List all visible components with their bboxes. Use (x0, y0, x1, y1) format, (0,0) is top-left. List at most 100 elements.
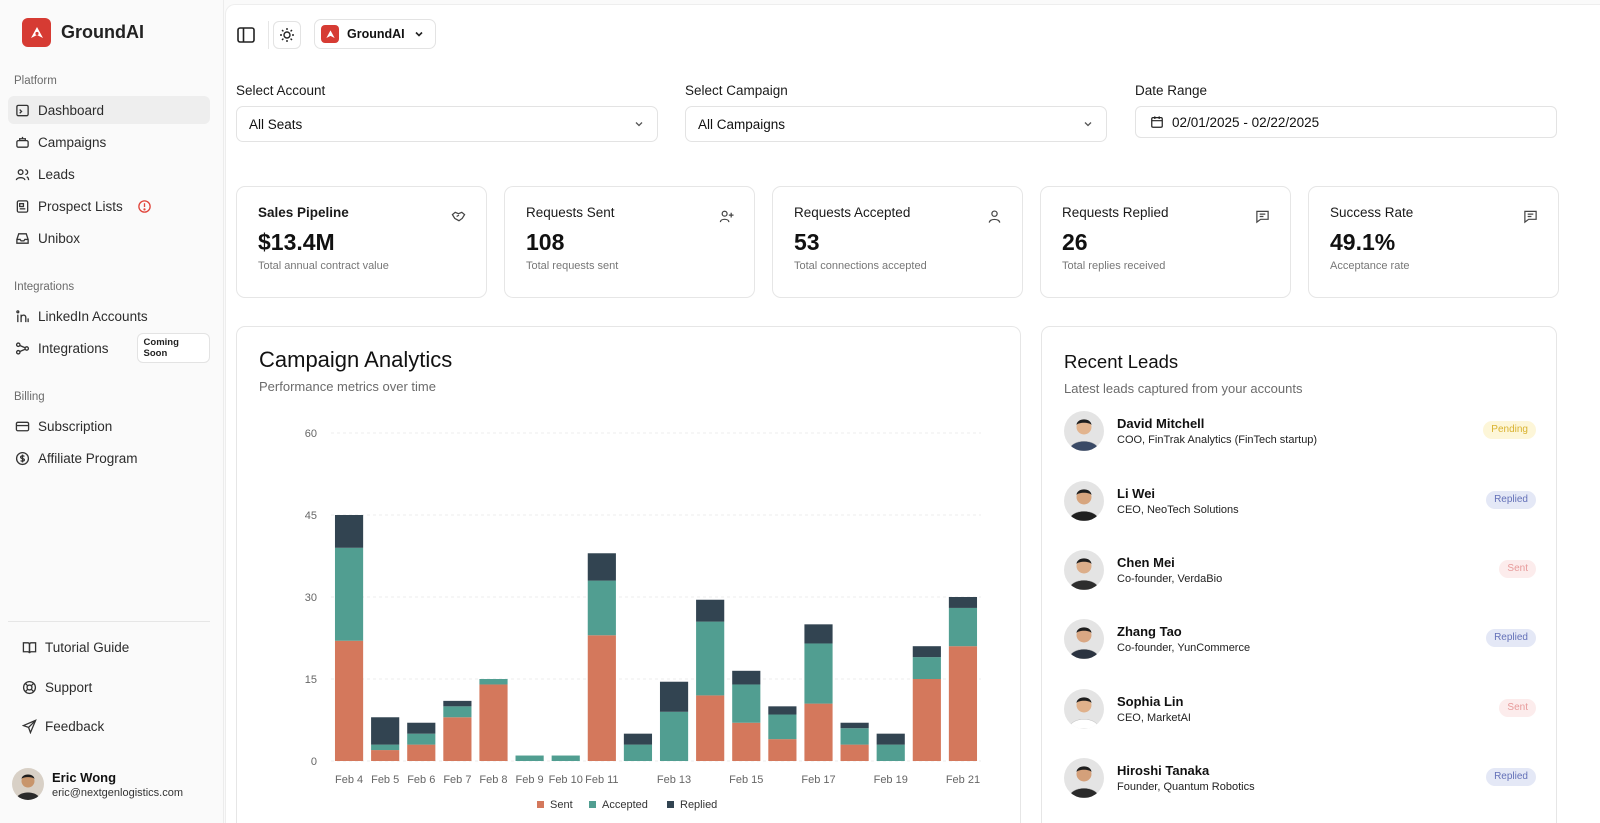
bar-segment-accepted[interactable] (948, 607, 978, 647)
bar-segment-sent[interactable] (587, 635, 616, 761)
bar-segment-replied[interactable] (587, 553, 616, 581)
bar-segment-sent[interactable] (912, 679, 941, 761)
bar-segment-replied[interactable] (696, 599, 725, 622)
lead-avatar (1064, 689, 1104, 729)
sidebar-item-affiliate-program[interactable]: Affiliate Program (8, 444, 210, 472)
section-label-integrations: Integrations (14, 281, 75, 293)
bar-segment-accepted[interactable] (912, 657, 941, 679)
tutorial-guide-link[interactable]: Tutorial Guide (14, 634, 129, 660)
date-range-value: 02/01/2025 - 02/22/2025 (1172, 114, 1320, 130)
leads-subtitle: Latest leads captured from your accounts (1064, 381, 1303, 396)
support-link[interactable]: Support (14, 674, 92, 700)
x-tick-label: Feb 5 (371, 774, 399, 786)
toggle-sidebar-button[interactable] (232, 21, 260, 49)
sidebar-item-label: Leads (38, 166, 75, 182)
section-label-billing: Billing (14, 391, 45, 403)
bar-segment-sent[interactable] (948, 646, 978, 761)
bar-segment-sent[interactable] (479, 684, 508, 761)
lead-row[interactable]: Li Wei CEO, NeoTech Solutions Replied (1064, 479, 1536, 523)
sidebar-item-campaigns[interactable]: Campaigns (8, 128, 210, 156)
bar-segment-accepted[interactable] (876, 744, 905, 761)
bar-segment-accepted[interactable] (479, 679, 508, 685)
bar-segment-replied[interactable] (732, 670, 761, 685)
stat-card-requests-accepted: Requests Accepted 53 Total connections a… (772, 186, 1023, 298)
bar-segment-replied[interactable] (407, 722, 436, 734)
bar-segment-accepted[interactable] (659, 711, 689, 761)
sidebar-item-dashboard[interactable]: Dashboard (8, 96, 210, 124)
sidebar-item-unibox[interactable]: Unibox (8, 224, 210, 252)
account-select[interactable]: All Seats (236, 106, 658, 142)
lead-avatar (1064, 550, 1104, 590)
bar-segment-sent[interactable] (804, 703, 833, 761)
lead-status-badge: Replied (1486, 768, 1536, 786)
lead-row[interactable]: Hiroshi Tanaka Founder, Quantum Robotics R… (1064, 756, 1536, 800)
x-tick-label: Feb 7 (443, 774, 471, 786)
user-profile[interactable]: Eric Wong eric@nextgenlogistics.com (12, 768, 183, 800)
bar-segment-replied[interactable] (840, 722, 869, 729)
feedback-link[interactable]: Feedback (14, 713, 104, 739)
sidebar-item-linkedin-accounts[interactable]: LinkedIn Accounts (8, 302, 210, 330)
lead-row[interactable]: David Mitchell COO, FinTrak Analytics (Fi… (1064, 409, 1536, 453)
brand[interactable]: GroundAI (22, 18, 144, 47)
bar-segment-sent[interactable] (840, 744, 869, 761)
bar-segment-sent[interactable] (371, 750, 400, 761)
bar-segment-accepted[interactable] (334, 547, 364, 641)
bar-segment-accepted[interactable] (407, 733, 436, 745)
lead-name: Zhang Tao (1117, 624, 1182, 639)
workspace-switcher[interactable]: GroundAI (314, 19, 436, 49)
bar-segment-accepted[interactable] (623, 744, 653, 761)
bar-segment-sent[interactable] (443, 717, 472, 761)
avatar (12, 768, 44, 800)
bar-segment-sent[interactable] (334, 640, 364, 761)
theme-toggle-button[interactable] (273, 21, 301, 49)
lead-row[interactable]: Zhang Tao Co-founder, YunCommerce Replied (1064, 617, 1536, 661)
bar-segment-sent[interactable] (696, 695, 725, 761)
bar-segment-accepted[interactable] (587, 580, 616, 636)
lead-role: COO, FinTrak Analytics (FinTech startup) (1117, 434, 1318, 446)
send-icon (22, 718, 37, 734)
campaign-select[interactable]: All Campaigns (685, 106, 1107, 142)
bar-segment-replied[interactable] (443, 700, 472, 707)
sidebar-item-prospect-lists[interactable]: Prospect Lists (8, 192, 210, 220)
chevron-down-icon (635, 122, 643, 127)
lead-row[interactable]: Chen Mei Co-founder, VerdaBio Sent (1064, 548, 1536, 592)
bar-segment-accepted[interactable] (732, 684, 761, 723)
sidebar-item-leads[interactable]: Leads (8, 160, 210, 188)
bar-segment-replied[interactable] (948, 597, 978, 608)
stat-description: Total replies received (1062, 260, 1166, 272)
bar-segment-replied[interactable] (334, 515, 364, 548)
bar-segment-accepted[interactable] (804, 643, 833, 704)
sidebar-item-label: Dashboard (38, 102, 105, 118)
bar-segment-replied[interactable] (912, 646, 941, 658)
bar-segment-accepted[interactable] (371, 744, 400, 751)
bar-segment-replied[interactable] (659, 681, 689, 712)
bar-segment-accepted[interactable] (551, 755, 580, 761)
sidebar-item-label: Unibox (38, 230, 81, 246)
sidebar-item-integrations[interactable]: Integrations Coming Soon (8, 333, 210, 363)
bar-segment-replied[interactable] (623, 733, 653, 745)
integrations-icon (15, 341, 30, 355)
bar-segment-replied[interactable] (804, 624, 833, 644)
dashboard-icon (16, 104, 29, 116)
bar-segment-replied[interactable] (768, 706, 797, 715)
bar-segment-accepted[interactable] (696, 621, 725, 696)
bar-segment-sent[interactable] (768, 739, 797, 761)
bar-segment-sent[interactable] (407, 744, 436, 761)
bar-segment-accepted[interactable] (768, 714, 797, 740)
bar-segment-replied[interactable] (876, 733, 905, 745)
handshake-icon (451, 211, 466, 222)
date-range-picker[interactable]: 02/01/2025 - 02/22/2025 (1135, 106, 1557, 138)
analytics-chart: 0 15 30 45 60 Feb 4 Feb 5 Feb 6 Feb 7 Feb 8 Feb 9 F… (305, 428, 981, 811)
bar-segment-sent[interactable] (732, 722, 761, 761)
lead-name: Hiroshi Tanaka (1117, 763, 1210, 778)
bar-segment-accepted[interactable] (515, 755, 544, 761)
users-icon (15, 168, 30, 180)
lead-row[interactable]: Sophia Lin CEO, MarketAI Sent (1064, 687, 1536, 731)
sidebar-item-subscription[interactable]: Subscription (8, 412, 210, 440)
sidebar-item-label: Campaigns (38, 134, 107, 150)
bar-segment-replied[interactable] (371, 717, 400, 745)
lead-name: Li Wei (1117, 486, 1156, 501)
bar-segment-accepted[interactable] (443, 706, 472, 718)
lead-status-badge: Pending (1483, 421, 1536, 439)
bar-segment-accepted[interactable] (840, 728, 869, 745)
